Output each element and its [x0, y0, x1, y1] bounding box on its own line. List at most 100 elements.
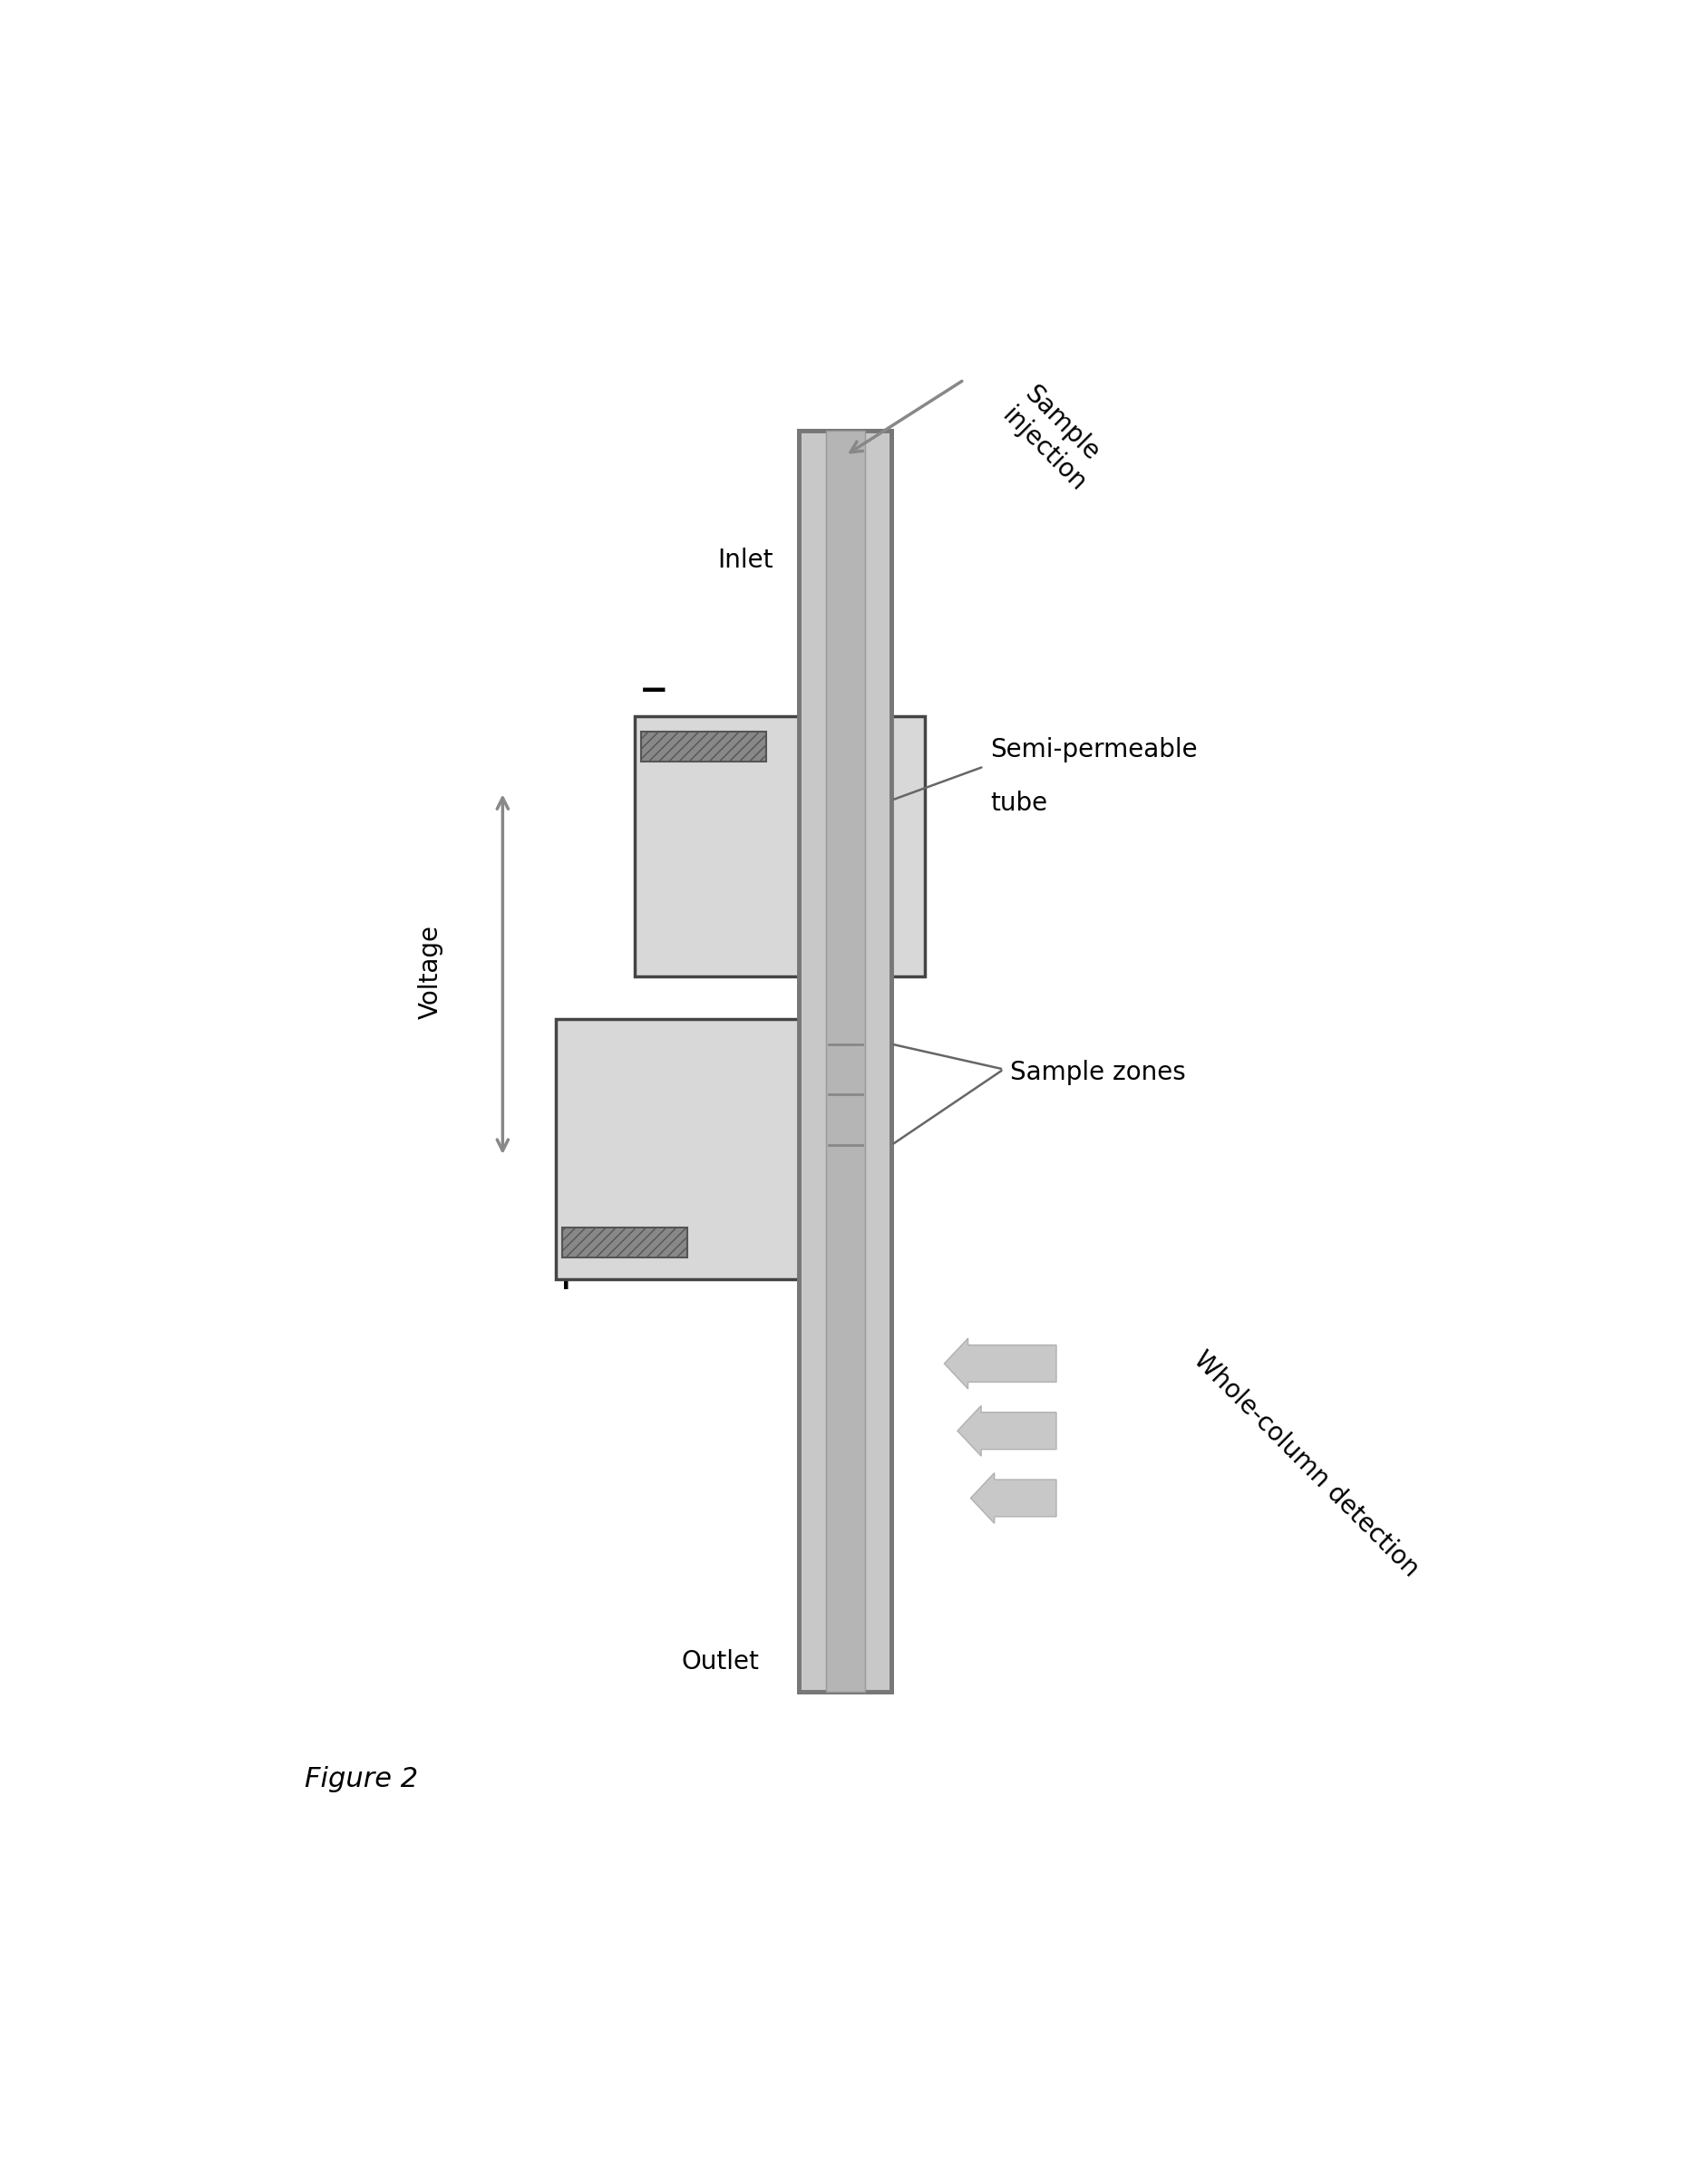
Point — [837, 498, 864, 533]
Point — [827, 1227, 854, 1262]
Point — [828, 1476, 856, 1511]
Point — [839, 537, 866, 572]
Point — [837, 505, 864, 539]
Point — [813, 1555, 840, 1590]
Point — [818, 773, 845, 808]
Point — [833, 900, 861, 935]
Point — [839, 1147, 866, 1182]
Point — [844, 812, 871, 847]
Point — [816, 1260, 844, 1295]
Point — [818, 443, 845, 478]
Point — [840, 1332, 868, 1367]
Point — [845, 1109, 873, 1144]
Point — [847, 1324, 874, 1358]
Point — [815, 1559, 842, 1594]
Point — [827, 784, 854, 819]
Point — [832, 1201, 859, 1236]
Point — [847, 891, 874, 926]
Point — [840, 1583, 868, 1618]
Point — [844, 1489, 871, 1524]
Point — [840, 1271, 868, 1306]
Text: H⁺: H⁺ — [697, 1144, 730, 1168]
Point — [823, 603, 850, 638]
Point — [823, 863, 850, 898]
Text: Capillary: Capillary — [680, 1040, 706, 1149]
Point — [827, 533, 854, 568]
Point — [822, 1053, 849, 1088]
Point — [835, 876, 862, 911]
Point — [832, 1527, 859, 1562]
Point — [842, 430, 869, 465]
Point — [823, 1358, 850, 1393]
Point — [833, 1511, 861, 1546]
Point — [822, 533, 849, 568]
Point — [839, 1658, 866, 1693]
Point — [839, 924, 866, 959]
Point — [816, 1623, 844, 1658]
Point — [845, 978, 873, 1013]
Point — [818, 719, 845, 753]
Point — [837, 981, 864, 1016]
Point — [813, 1544, 840, 1579]
Point — [820, 422, 847, 456]
Point — [825, 660, 852, 695]
Point — [815, 1391, 842, 1426]
Point — [823, 1018, 850, 1053]
Point — [827, 612, 854, 646]
Point — [845, 555, 873, 590]
Point — [849, 452, 876, 487]
Point — [825, 1037, 852, 1072]
Point — [828, 1531, 856, 1566]
Point — [837, 793, 864, 828]
Point — [847, 1468, 874, 1503]
Point — [818, 461, 845, 496]
Point — [823, 1171, 850, 1206]
Point — [850, 1018, 878, 1053]
Point — [835, 1144, 862, 1179]
Point — [847, 446, 874, 480]
Point — [822, 970, 849, 1005]
Point — [847, 1603, 874, 1638]
Point — [832, 723, 859, 758]
Point — [847, 649, 874, 684]
Point — [823, 649, 850, 684]
Point — [842, 1546, 869, 1581]
Text: Semi-permeable: Semi-permeable — [990, 736, 1198, 762]
Point — [833, 592, 861, 627]
Point — [825, 880, 852, 915]
Point — [833, 695, 861, 729]
Point — [835, 670, 862, 705]
Point — [849, 1568, 876, 1603]
Point — [839, 636, 866, 670]
Bar — [799, 430, 891, 1693]
Point — [849, 472, 876, 507]
Point — [822, 1083, 849, 1118]
Bar — [827, 430, 864, 1693]
Point — [813, 865, 840, 900]
Point — [835, 1225, 862, 1260]
Point — [828, 1184, 856, 1219]
Point — [839, 1638, 866, 1673]
Point — [835, 459, 862, 494]
Point — [813, 1470, 840, 1505]
Point — [842, 832, 869, 867]
FancyArrow shape — [971, 1472, 1056, 1524]
Point — [828, 1494, 856, 1529]
Point — [815, 1645, 842, 1679]
Point — [850, 1406, 878, 1441]
Point — [816, 1055, 844, 1090]
Point — [818, 758, 845, 793]
Point — [835, 810, 862, 845]
Point — [845, 1485, 873, 1520]
Point — [818, 476, 845, 511]
Point — [840, 1319, 868, 1354]
Point — [833, 939, 861, 974]
Point — [832, 631, 859, 666]
Text: Figure 2: Figure 2 — [304, 1767, 418, 1793]
Point — [825, 1315, 852, 1350]
Point — [837, 856, 864, 891]
Point — [823, 1514, 850, 1548]
Point — [833, 476, 861, 511]
Point — [822, 430, 849, 465]
Point — [813, 1363, 840, 1398]
